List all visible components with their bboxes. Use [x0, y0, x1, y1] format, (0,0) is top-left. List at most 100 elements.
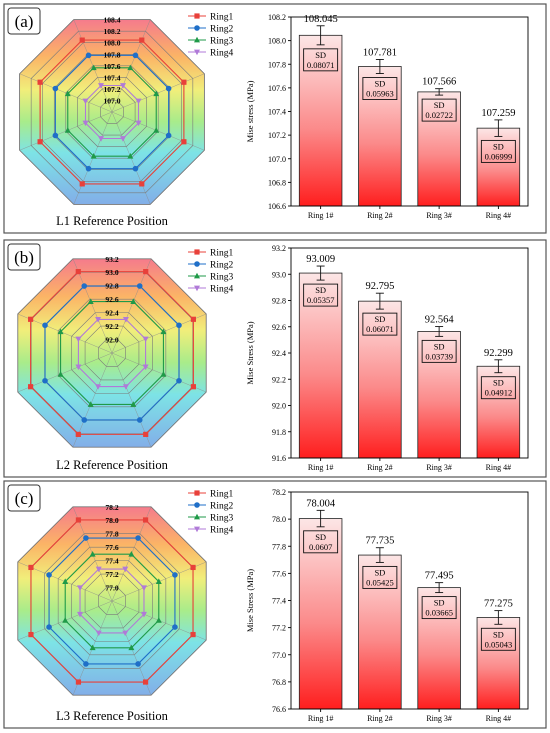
bar [476, 617, 521, 710]
legend-label: Ring4 [210, 49, 233, 59]
radar-point [64, 90, 71, 97]
y-tick-label: 78.0 [272, 515, 286, 524]
radar-spoke [111, 352, 152, 448]
radar-series-4 [82, 83, 142, 142]
radar-point [176, 322, 182, 329]
legend-label: Ring1 [210, 13, 233, 23]
legend-item: Ring2 [188, 502, 233, 512]
x-tick-label: Ring 1# [308, 463, 334, 472]
y-tick-label: 77.0 [272, 651, 286, 660]
radar-point [136, 283, 143, 289]
radar-point [122, 384, 129, 390]
legend-marker [194, 25, 200, 31]
sd-value: 0.08071 [307, 60, 335, 70]
radar-point [143, 431, 149, 437]
radar-point [190, 631, 196, 638]
sd-title: SD [374, 314, 385, 324]
radar-spoke [19, 73, 113, 113]
x-tick-label: Ring 2# [367, 211, 393, 220]
panel-letter-box [7, 243, 41, 271]
sd-value: 0.03739 [425, 351, 453, 361]
x-tick-label: Ring 3# [426, 463, 452, 472]
sd-box [421, 596, 457, 620]
legend-label: Ring1 [210, 249, 233, 259]
radar-title: L1 Reference Position [56, 214, 169, 228]
y-tick-label: 91.6 [272, 454, 286, 463]
radar-point [85, 165, 92, 172]
panel-frame [3, 480, 547, 729]
y-tick-label: 78.2 [272, 488, 286, 497]
y-tick-label: 77.2 [272, 624, 286, 633]
radar-chart: 77.0 77.2 77.4 77.6 77.8 78.0 78.2 [17, 503, 207, 696]
legend-label: Ring3 [210, 37, 233, 47]
radar-point [75, 431, 81, 437]
radar-point [142, 336, 149, 343]
radar-point [75, 679, 82, 685]
sd-value: 0.05425 [366, 577, 394, 587]
radar-point [139, 37, 145, 43]
radar-point [160, 371, 167, 377]
radar-point [98, 136, 105, 142]
radar-spoke [72, 258, 113, 354]
legend-item: Ring4 [188, 285, 233, 295]
radar-ring-label: 93.0 [105, 268, 118, 277]
radar-point [122, 566, 129, 573]
bar [298, 34, 343, 207]
radar-title: L3 Reference Position [56, 709, 169, 723]
legend-marker [194, 36, 200, 43]
y-tick-label: 92.6 [272, 323, 286, 332]
radar-point [190, 384, 196, 390]
radar-point [130, 401, 137, 407]
radar-point [75, 336, 82, 343]
radar-ring-label: 78.0 [105, 516, 118, 525]
y-tick-label: 107.6 [268, 84, 286, 93]
sd-title: SD [434, 341, 445, 351]
radar-series-1 [28, 269, 196, 437]
sd-box [362, 312, 398, 336]
bar [476, 127, 521, 207]
radar-point [57, 328, 64, 335]
radar-ring-label: 77.4 [105, 557, 118, 566]
radar-point [75, 269, 81, 275]
y-tick-label: 92.2 [272, 375, 286, 384]
radar-point [135, 535, 141, 541]
bar-value-label: 107.259 [481, 108, 515, 119]
y-tick-label: 76.8 [272, 678, 286, 687]
legend-marker [194, 13, 200, 19]
radar-point [82, 98, 89, 105]
legend-item: Ring2 [188, 25, 233, 35]
radar-point [89, 644, 96, 651]
radar-ring-label: 92.2 [105, 322, 118, 331]
radar-ring-label: 108.2 [103, 27, 120, 36]
radar-point [79, 181, 85, 187]
radar-series-4 [77, 566, 147, 637]
legend-item: Ring2 [188, 261, 233, 271]
radar-point [52, 132, 59, 139]
radar-point [95, 317, 102, 323]
legend-label: Ring3 [210, 273, 233, 283]
radar-point [90, 153, 97, 159]
radar-point [77, 611, 84, 618]
legend-marker [194, 272, 200, 279]
legend-item: Ring1 [188, 249, 233, 259]
radar-point [172, 624, 178, 630]
radar-point [37, 79, 43, 85]
sd-title: SD [493, 141, 504, 151]
legend-marker [194, 526, 200, 533]
x-tick-label: Ring 2# [367, 714, 393, 723]
legend-label: Ring2 [210, 25, 233, 35]
radar-point [130, 298, 137, 304]
sd-title: SD [493, 629, 504, 639]
radar-point [28, 631, 34, 638]
y-tick-label: 106.6 [268, 202, 286, 211]
sd-box [480, 627, 516, 651]
radar-point [28, 564, 34, 571]
bar [298, 518, 343, 710]
radar-ring-label: 107.0 [103, 96, 120, 105]
radar-point [153, 127, 160, 133]
sd-title: SD [315, 50, 326, 60]
y-tick-label: 76.6 [272, 705, 286, 714]
radar-point [135, 661, 141, 667]
legend-label: Ring4 [210, 526, 233, 536]
